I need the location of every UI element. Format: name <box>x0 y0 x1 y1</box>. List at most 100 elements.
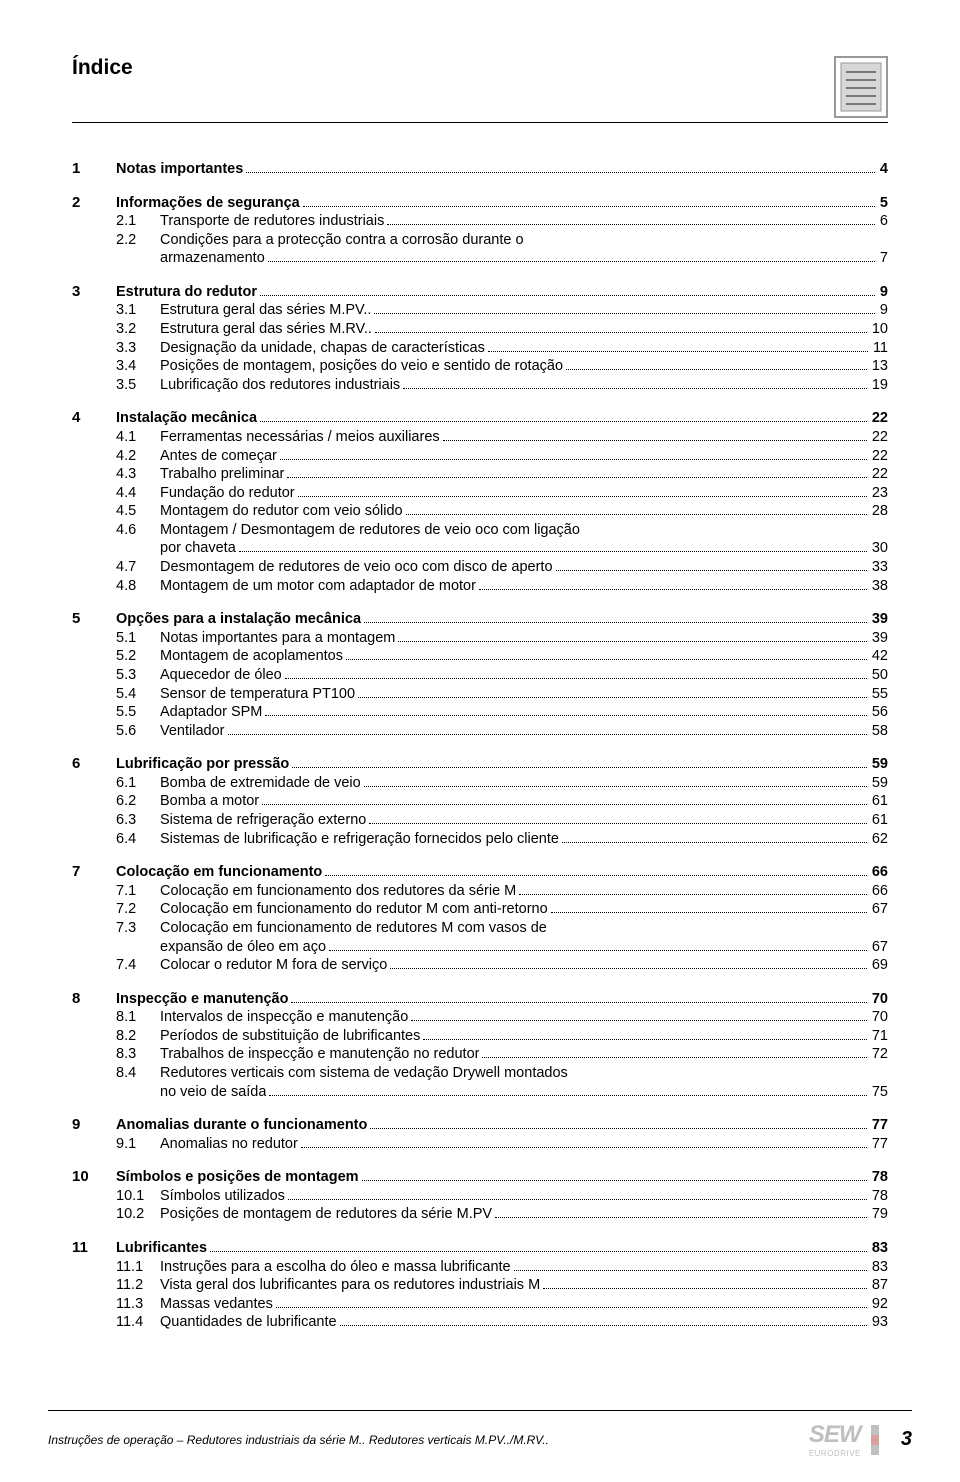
toc-leader <box>301 1135 867 1148</box>
toc-item-number: 5.4 <box>116 685 160 704</box>
toc-leader <box>375 320 867 333</box>
toc-item-label: Anomalias no redutor <box>160 1135 298 1154</box>
toc-item-number: 6.3 <box>116 811 160 830</box>
toc-leader <box>303 194 875 207</box>
toc-item-page: 9 <box>878 301 888 320</box>
toc-section-number: 9 <box>72 1115 116 1134</box>
toc-section-heading: 5Opções para a instalação mecânica 39 <box>72 609 888 629</box>
toc-item-label: Antes de começar <box>160 447 277 466</box>
toc-item-number: 4.6 <box>116 521 160 540</box>
toc-item: 4.1Ferramentas necessárias / meios auxil… <box>72 428 888 447</box>
toc-leader <box>246 160 875 173</box>
toc-item-number: 5.2 <box>116 647 160 666</box>
toc-section-heading: 2Informações de segurança 5 <box>72 193 888 213</box>
toc-item-page: 13 <box>870 357 888 376</box>
toc-item: 6.2Bomba a motor 61 <box>72 792 888 811</box>
toc-item-label-cont: expansão de óleo em aço <box>160 938 326 957</box>
toc-leader <box>566 357 867 370</box>
toc-leader <box>423 1027 867 1040</box>
toc-item-page: 55 <box>870 685 888 704</box>
toc-item-label: Fundação do redutor <box>160 484 295 503</box>
toc-item-label: Vista geral dos lubrificantes para os re… <box>160 1276 540 1295</box>
toc-item: 2.2Condições para a protecção contra a c… <box>72 231 888 250</box>
toc-section-label: Anomalias durante o funcionamento <box>116 1116 367 1135</box>
toc-section-number: 3 <box>72 282 116 301</box>
toc-item-label: Condições para a protecção contra a corr… <box>160 231 524 250</box>
toc-item-number: 11.3 <box>116 1295 160 1314</box>
toc-item-page: 67 <box>870 938 888 957</box>
toc-item-number: 4.7 <box>116 558 160 577</box>
toc-section-label: Estrutura do redutor <box>116 283 257 302</box>
toc-item: 10.1Símbolos utilizados 78 <box>72 1187 888 1206</box>
toc-item: 4.8Montagem de um motor com adaptador de… <box>72 577 888 596</box>
toc-section: 9Anomalias durante o funcionamento 779.1… <box>72 1115 888 1153</box>
toc-section-heading: 3Estrutura do redutor 9 <box>72 282 888 302</box>
toc-item-continuation: por chaveta 30 <box>72 539 888 558</box>
toc-item-page: 22 <box>870 447 888 466</box>
toc-item-label: Aquecedor de óleo <box>160 666 282 685</box>
toc-leader <box>346 647 867 660</box>
toc-item-label: Trabalhos de inspecção e manutenção no r… <box>160 1045 479 1064</box>
toc-item-number: 11.1 <box>116 1258 160 1277</box>
toc-item-label: Períodos de substituição de lubrificante… <box>160 1027 420 1046</box>
toc-item-page: 10 <box>870 320 888 339</box>
toc-leader <box>269 1083 866 1096</box>
toc-item-label: Ferramentas necessárias / meios auxiliar… <box>160 428 440 447</box>
table-of-contents: 1Notas importantes 42Informações de segu… <box>72 159 888 1332</box>
header: Índice <box>72 56 888 118</box>
toc-item-page: 39 <box>870 629 888 648</box>
toc-item-number: 4.1 <box>116 428 160 447</box>
toc-item: 6.4Sistemas de lubrificação e refrigeraç… <box>72 830 888 849</box>
toc-section-heading: 7Colocação em funcionamento 66 <box>72 862 888 882</box>
footer-text: Instruções de operação – Redutores indus… <box>48 1433 549 1447</box>
toc-leader <box>364 774 867 787</box>
toc-section-page: 83 <box>870 1239 888 1258</box>
toc-item-number: 7.1 <box>116 882 160 901</box>
toc-item-page: 70 <box>870 1008 888 1027</box>
toc-item-number: 5.1 <box>116 629 160 648</box>
toc-item-number: 9.1 <box>116 1135 160 1154</box>
toc-item-number: 3.5 <box>116 376 160 395</box>
toc-item: 7.2Colocação em funcionamento do redutor… <box>72 900 888 919</box>
toc-item: 3.4Posições de montagem, posições do vei… <box>72 357 888 376</box>
toc-item-number: 5.3 <box>116 666 160 685</box>
toc-section-label: Opções para a instalação mecânica <box>116 610 361 629</box>
toc-item-label: Redutores verticais com sistema de vedaç… <box>160 1064 568 1083</box>
toc-item-number: 7.2 <box>116 900 160 919</box>
toc-item: 9.1Anomalias no redutor 77 <box>72 1135 888 1154</box>
logo-strip-icon <box>871 1425 879 1455</box>
toc-item-page: 28 <box>870 502 888 521</box>
toc-item: 4.4Fundação do redutor 23 <box>72 484 888 503</box>
toc-item: 5.5Adaptador SPM 56 <box>72 703 888 722</box>
toc-leader <box>287 465 866 478</box>
toc-leader <box>228 722 867 735</box>
toc-item-label: Ventilador <box>160 722 225 741</box>
toc-item-number: 4.4 <box>116 484 160 503</box>
toc-item: 11.4Quantidades de lubrificante 93 <box>72 1313 888 1332</box>
toc-leader <box>325 863 867 876</box>
toc-item-label: Colocar o redutor M fora de serviço <box>160 956 387 975</box>
toc-section-label: Instalação mecânica <box>116 409 257 428</box>
toc-leader <box>280 446 867 459</box>
toc-section-page: 66 <box>870 863 888 882</box>
toc-item-label: Estrutura geral das séries M.RV.. <box>160 320 372 339</box>
toc-item-number: 3.3 <box>116 339 160 358</box>
toc-section-page: 9 <box>878 283 888 302</box>
toc-item-page: 93 <box>870 1313 888 1332</box>
toc-item: 8.2Períodos de substituição de lubrifica… <box>72 1027 888 1046</box>
toc-item-continuation: armazenamento 7 <box>72 249 888 268</box>
toc-leader <box>514 1258 867 1271</box>
toc-section-page: 78 <box>870 1168 888 1187</box>
toc-item-number: 3.4 <box>116 357 160 376</box>
toc-item-page: 22 <box>870 428 888 447</box>
toc-item: 4.5Montagem do redutor com veio sólido 2… <box>72 502 888 521</box>
toc-item-label: Bomba de extremidade de veio <box>160 774 361 793</box>
toc-leader <box>276 1295 867 1308</box>
toc-leader <box>210 1239 867 1252</box>
toc-section-number: 11 <box>72 1238 116 1257</box>
toc-item-page: 62 <box>870 830 888 849</box>
footer-rule <box>48 1410 912 1411</box>
toc-item-page: 42 <box>870 647 888 666</box>
toc-item-page: 72 <box>870 1045 888 1064</box>
toc-item-label: Trabalho preliminar <box>160 465 284 484</box>
